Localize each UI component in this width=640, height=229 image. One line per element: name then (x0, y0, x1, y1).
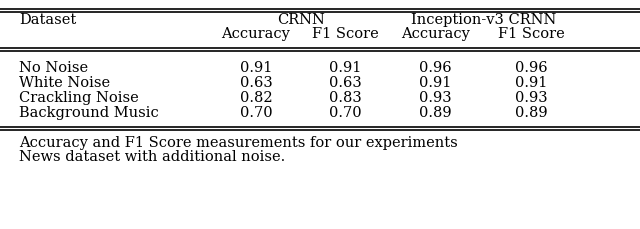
Text: 0.83: 0.83 (329, 91, 362, 105)
Text: 0.93: 0.93 (515, 91, 547, 105)
Text: Accuracy: Accuracy (221, 27, 291, 41)
Text: Accuracy: Accuracy (401, 27, 470, 41)
Text: 0.96: 0.96 (515, 61, 547, 75)
Text: Dataset: Dataset (19, 13, 76, 27)
Text: 0.63: 0.63 (239, 76, 273, 90)
Text: 0.91: 0.91 (419, 76, 451, 90)
Text: Crackling Noise: Crackling Noise (19, 91, 139, 105)
Text: 0.70: 0.70 (330, 106, 362, 120)
Text: No Noise: No Noise (19, 61, 88, 75)
Text: CRNN: CRNN (277, 13, 324, 27)
Text: Accuracy and F1 Score measurements for our experiments: Accuracy and F1 Score measurements for o… (19, 135, 458, 149)
Text: 0.63: 0.63 (329, 76, 362, 90)
Text: 0.89: 0.89 (419, 106, 451, 120)
Text: 0.89: 0.89 (515, 106, 547, 120)
Text: White Noise: White Noise (19, 76, 110, 90)
Text: 0.91: 0.91 (330, 61, 362, 75)
Text: 0.91: 0.91 (515, 76, 547, 90)
Text: 0.96: 0.96 (419, 61, 451, 75)
Text: Background Music: Background Music (19, 106, 159, 120)
Text: F1 Score: F1 Score (312, 27, 379, 41)
Text: 0.82: 0.82 (240, 91, 272, 105)
Text: 0.70: 0.70 (240, 106, 272, 120)
Text: 0.93: 0.93 (419, 91, 451, 105)
Text: F1 Score: F1 Score (498, 27, 564, 41)
Text: 0.91: 0.91 (240, 61, 272, 75)
Text: News dataset with additional noise.: News dataset with additional noise. (19, 149, 285, 163)
Text: Inception-v3 CRNN: Inception-v3 CRNN (410, 13, 556, 27)
